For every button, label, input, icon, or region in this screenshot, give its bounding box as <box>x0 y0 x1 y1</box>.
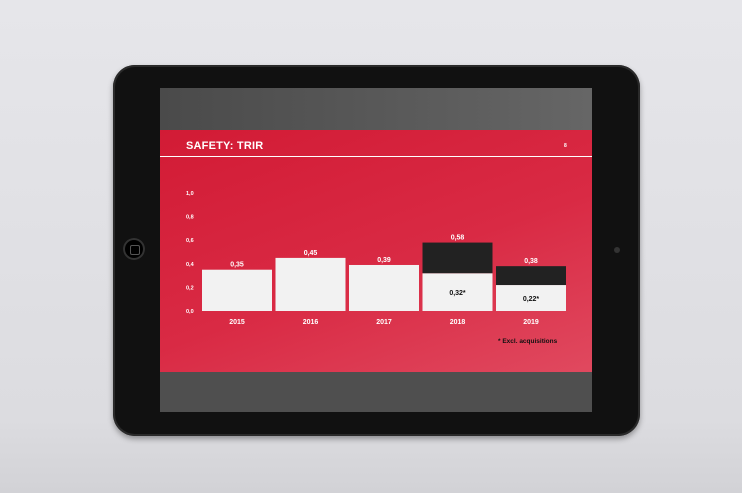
bar-inner-label: 0,32* <box>449 290 466 297</box>
bar-acquisitions-2018 <box>422 242 493 274</box>
bar-base-2016 <box>275 257 346 311</box>
y-tick-label: 0,8 <box>186 215 194 221</box>
bar-base-2019 <box>496 285 566 311</box>
bar-total-label: 0,45 <box>304 250 318 257</box>
bar-base-2017 <box>349 264 419 311</box>
y-tick-label: 0,4 <box>186 262 195 268</box>
bar-total-label: 0,35 <box>230 262 244 269</box>
home-button[interactable] <box>123 238 145 260</box>
x-tick-label: 2016 <box>303 319 319 326</box>
bar-base-2015 <box>202 269 272 311</box>
x-tick-label: 2018 <box>450 319 466 326</box>
slide: SAFETY: TRIR 8 0,0 0,2 0,4 0,6 0,8 1,0 0,35 201… <box>160 130 592 372</box>
trir-chart: 0,0 0,2 0,4 0,6 0,8 1,0 0,35 2015 0,45 2016 0,39 20… <box>186 191 566 326</box>
bar-total-label: 0,38 <box>524 258 538 265</box>
y-tick-label: 1,0 <box>186 191 194 197</box>
x-tick-label: 2019 <box>523 319 539 326</box>
y-tick-label: 0,2 <box>186 285 194 291</box>
footnote: * Excl. acquisitions <box>498 338 558 345</box>
tablet-screen: SAFETY: TRIR 8 0,0 0,2 0,4 0,6 0,8 1,0 0,35 201… <box>160 88 592 412</box>
y-tick-label: 0,0 <box>186 309 194 315</box>
top-band <box>160 88 592 130</box>
bar-acquisitions-2019 <box>496 266 566 286</box>
camera-icon <box>614 247 620 253</box>
bar-total-label: 0,58 <box>451 235 465 242</box>
y-tick-label: 0,6 <box>186 238 194 244</box>
page-number: 8 <box>564 143 567 149</box>
bottom-band <box>160 372 592 412</box>
x-tick-label: 2017 <box>376 319 392 326</box>
bar-total-label: 0,39 <box>377 257 391 264</box>
title-divider <box>160 156 592 157</box>
bar-inner-label: 0,22* <box>523 296 540 303</box>
bar-base-2018 <box>422 273 493 311</box>
slide-title: SAFETY: TRIR <box>186 140 264 152</box>
x-tick-label: 2015 <box>229 319 245 326</box>
